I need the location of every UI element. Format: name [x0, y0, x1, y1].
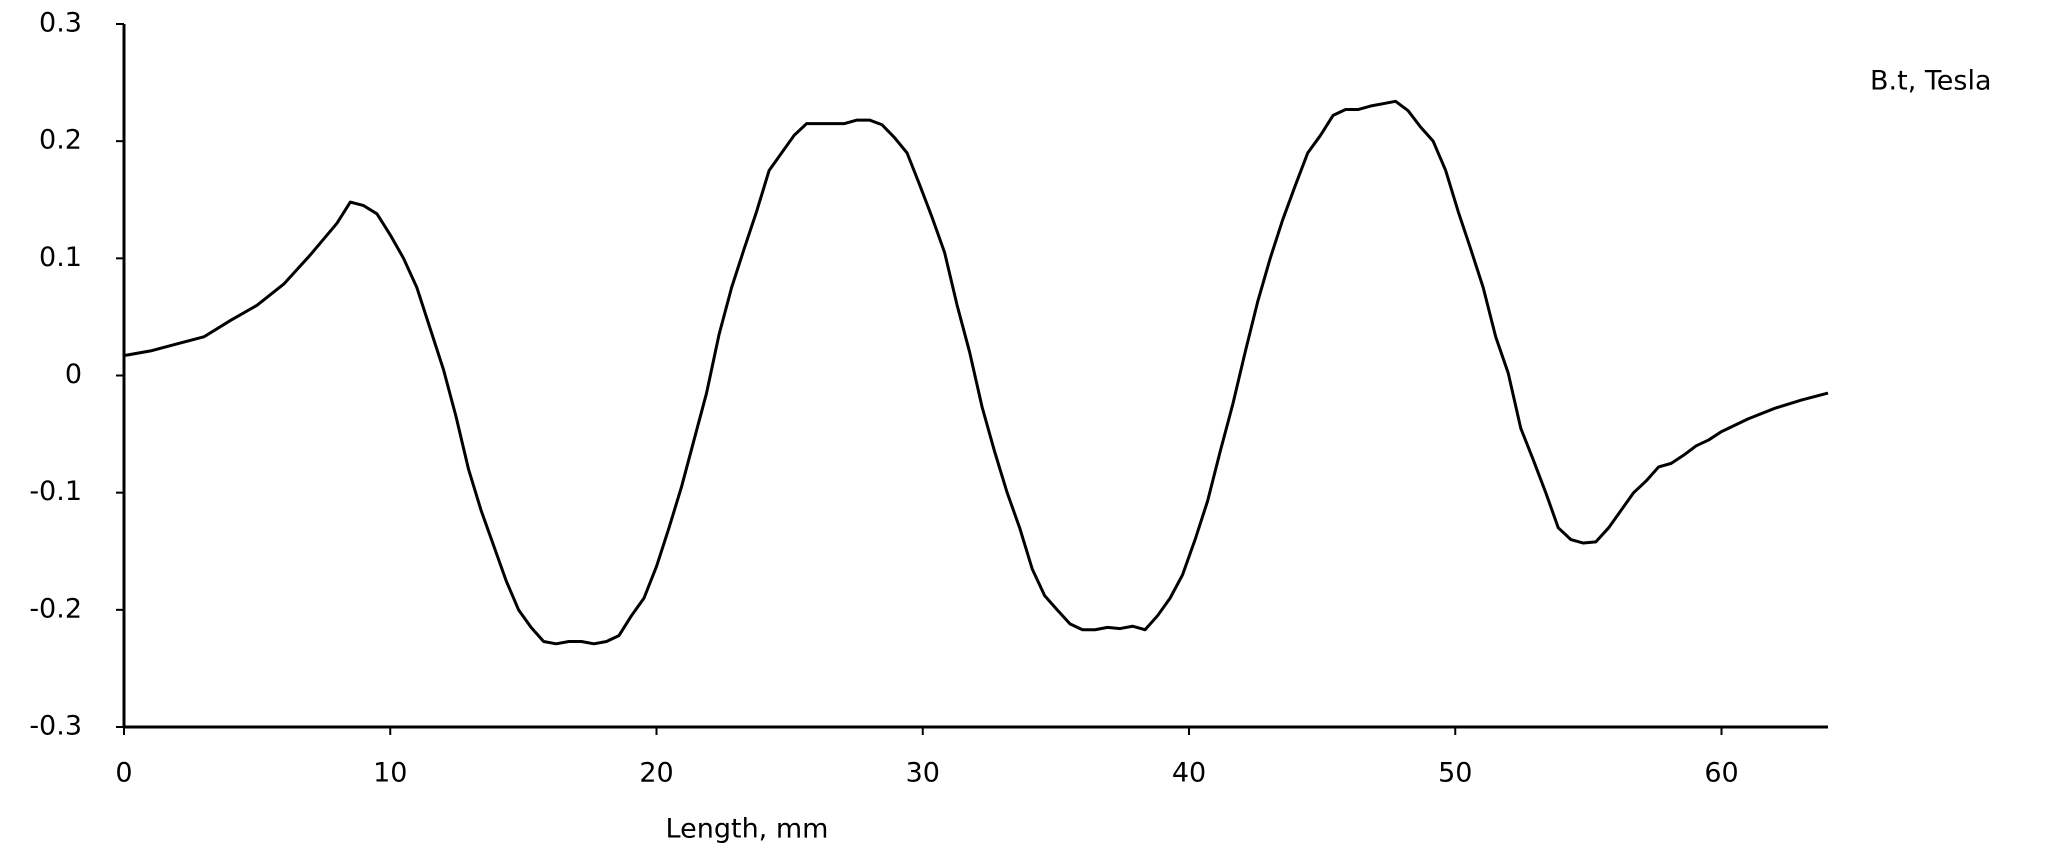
x-tick-label: 50 [1438, 758, 1472, 789]
y-tick-label: 0.1 [39, 242, 82, 273]
legend-label: B.t, Tesla [1870, 66, 1992, 97]
x-tick-label: 10 [373, 758, 407, 789]
x-tick-label: 0 [115, 758, 132, 789]
x-tick-label: 40 [1172, 758, 1206, 789]
x-tick-label: 20 [639, 758, 673, 789]
line-series [123, 99, 1829, 646]
x-axis-label: Length, mm [666, 814, 829, 845]
y-tick-label: 0.3 [39, 8, 82, 39]
x-tick-label: 60 [1704, 758, 1738, 789]
x-tick-label: 30 [906, 758, 940, 789]
y-tick-label: -0.1 [29, 476, 82, 507]
y-tick-label: -0.2 [29, 593, 82, 624]
y-tick-label: 0 [65, 359, 82, 390]
y-tick-label: -0.3 [29, 711, 82, 742]
y-tick-label: 0.2 [39, 125, 82, 156]
